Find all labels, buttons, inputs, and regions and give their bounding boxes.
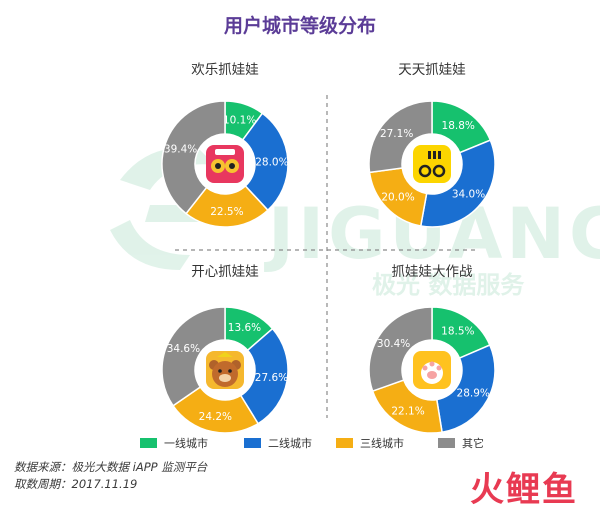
- slice-value-label: 10.1%: [223, 114, 256, 126]
- legend-label: 三线城市: [360, 436, 404, 450]
- slice-value-label: 34.0%: [452, 189, 485, 201]
- donut-chart: 抓娃娃大作战 18.5% 28.9% 22.1% 30.4%: [368, 264, 496, 434]
- legend-swatch: [244, 438, 261, 448]
- donut-charts: 欢乐抓娃娃 10.1% 28.0% 22.5% 39.4% 天天抓娃娃 18.8% 34.0%…: [161, 62, 496, 434]
- donut-title: 天天抓娃娃: [398, 62, 466, 78]
- slice-value-label: 28.9%: [457, 388, 490, 400]
- donut-slice: [241, 112, 289, 212]
- bear-icon: [206, 351, 244, 389]
- donut-slice: [368, 100, 433, 174]
- slice-value-label: 24.2%: [199, 411, 232, 423]
- legend-item: 二线城市: [244, 436, 312, 450]
- donut-slice: [239, 327, 289, 425]
- donut-slice: [161, 100, 226, 215]
- slice-value-label: 27.1%: [380, 128, 413, 140]
- legend: 一线城市 二线城市 三线城市 其它: [140, 436, 484, 450]
- slice-value-label: 18.5%: [441, 326, 474, 338]
- legend-item: 一线城市: [140, 436, 208, 450]
- cat-paw-icon: [413, 351, 451, 389]
- slice-value-label: 27.6%: [255, 372, 288, 384]
- donut-title: 欢乐抓娃娃: [191, 62, 259, 78]
- legend-item: 三线城市: [336, 436, 404, 450]
- footer-brand-logo: 火鲤鱼: [470, 470, 578, 510]
- slice-value-label: 20.0%: [381, 191, 414, 203]
- donut-title: 开心抓娃娃: [191, 264, 259, 280]
- legend-label: 二线城市: [268, 436, 312, 450]
- legend-swatch: [140, 438, 157, 448]
- data-period-note: 取数周期：2017.11.19: [14, 477, 138, 491]
- claw-game-yellow-icon: [413, 145, 451, 183]
- donut-chart: 开心抓娃娃 13.6% 27.6% 24.2% 34.6%: [161, 264, 289, 434]
- donut-slice: [161, 306, 226, 407]
- slice-value-label: 39.4%: [164, 144, 197, 156]
- legend-label: 一线城市: [164, 436, 208, 450]
- donut-slice: [172, 385, 260, 434]
- donut-chart: 天天抓娃娃 18.8% 34.0% 20.0% 27.1%: [368, 62, 496, 228]
- donut-slice: [435, 344, 496, 434]
- slice-value-label: 18.8%: [442, 120, 475, 132]
- legend-swatch: [438, 438, 455, 448]
- source-note: 数据来源：极光大数据 iAPP 监测平台: [14, 460, 208, 474]
- slice-value-label: 22.5%: [210, 206, 243, 218]
- legend-item: 其它: [438, 436, 484, 450]
- slice-value-label: 34.6%: [167, 343, 200, 355]
- watermark-sub: 极光 数据服务: [372, 271, 525, 299]
- slice-value-label: 28.0%: [255, 156, 288, 168]
- donut-chart: 欢乐抓娃娃 10.1% 28.0% 22.5% 39.4%: [161, 62, 289, 228]
- slice-value-label: 22.1%: [391, 405, 424, 417]
- legend-swatch: [336, 438, 353, 448]
- donut-slice: [419, 139, 496, 228]
- slice-value-label: 13.6%: [228, 322, 261, 334]
- claw-game-pink-icon: [206, 145, 244, 183]
- slice-value-label: 30.4%: [377, 338, 410, 350]
- chart-title: 用户城市等级分布: [224, 14, 376, 37]
- legend-label: 其它: [462, 436, 484, 450]
- donut-slice: [368, 306, 433, 393]
- donut-title: 抓娃娃大作战: [392, 264, 473, 280]
